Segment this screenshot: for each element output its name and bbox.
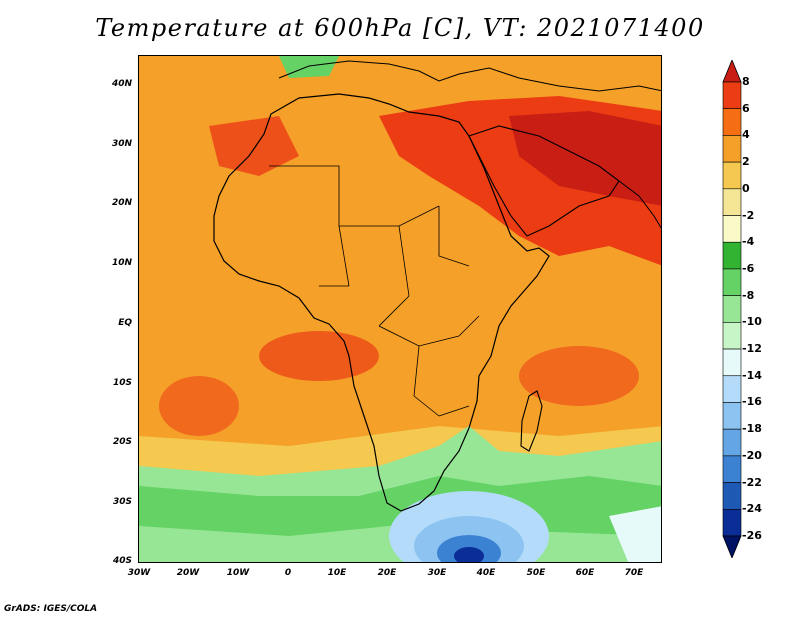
colorbar-box xyxy=(722,322,742,350)
lon-label: 20W xyxy=(176,568,200,578)
lon-label: 70E xyxy=(624,568,644,578)
arabia-coastline xyxy=(468,125,620,237)
lat-label: 30N xyxy=(111,139,132,149)
colorbar-label: 0 xyxy=(742,181,750,195)
colorbar-box xyxy=(722,135,742,163)
lat-label: 20N xyxy=(111,198,132,208)
lon-label: 50E xyxy=(526,568,546,578)
madagascar-coastline xyxy=(520,390,543,452)
colorbar-box xyxy=(722,295,742,323)
nw-africa-warm-patch xyxy=(209,116,299,176)
colorbar-label: 4 xyxy=(742,128,750,142)
colorbar-box xyxy=(722,455,742,483)
colorbar-box xyxy=(722,375,742,403)
colorbar-label: -26 xyxy=(742,529,762,542)
colorbar-label: -6 xyxy=(742,261,755,275)
colorbar-label: -16 xyxy=(742,395,762,409)
colorbar-label: 6 xyxy=(742,101,750,115)
lat-label: 40N xyxy=(111,79,132,89)
lat-label: 10S xyxy=(112,378,132,388)
colorbar-box xyxy=(722,241,742,270)
sahara-region xyxy=(139,96,399,286)
colorbar-box xyxy=(722,402,742,430)
colorbar-box xyxy=(722,428,742,457)
colorbar-bottom-triangle xyxy=(722,535,742,558)
lon-label: 30E xyxy=(427,568,447,578)
map-canvas xyxy=(139,56,661,562)
colorbar-label: -2 xyxy=(742,208,755,222)
indian-ocean-warm-patch xyxy=(519,346,639,406)
colorbar-label: -12 xyxy=(742,342,762,356)
colorbar-box xyxy=(722,348,742,377)
lon-label: 10E xyxy=(327,568,347,578)
colorbar-box xyxy=(722,215,742,243)
lon-label: 10W xyxy=(226,568,250,578)
colorbar xyxy=(722,60,742,558)
gulf-guinea-warm-patch xyxy=(259,331,379,381)
mideast-hottest-region xyxy=(509,111,661,206)
colorbar-label: -20 xyxy=(742,448,762,462)
se-light-patch xyxy=(609,506,661,562)
lon-label: 60E xyxy=(575,568,595,578)
colorbar-box xyxy=(722,161,742,190)
lat-label: 10N xyxy=(111,258,132,268)
lon-label: 30W xyxy=(127,568,151,578)
map-title: Temperature at 600hPa [C], VT: 202107140… xyxy=(95,14,705,42)
colorbar-label: 8 xyxy=(742,75,750,88)
colorbar-box xyxy=(722,81,742,110)
colorbar-label: -4 xyxy=(742,235,755,249)
colorbar-top-triangle xyxy=(722,60,742,83)
country-borders xyxy=(269,165,480,417)
colorbar-box xyxy=(722,268,742,296)
colorbar-box xyxy=(722,482,742,510)
colorbar-box xyxy=(722,188,742,216)
lon-label: 40E xyxy=(476,568,496,578)
colorbar-label: -14 xyxy=(742,368,762,382)
cold-pool-core xyxy=(454,547,484,562)
lon-label: 20E xyxy=(377,568,397,578)
lat-label: EQ xyxy=(118,318,132,328)
atlantic-warm-patch xyxy=(159,376,239,436)
colorbar-label: -24 xyxy=(742,502,762,516)
colorbar-box xyxy=(722,108,742,136)
colorbar-label: -22 xyxy=(742,475,762,489)
lon-label: 0 xyxy=(284,568,292,578)
europe-coastline xyxy=(278,60,661,92)
lat-label: 40S xyxy=(112,556,132,566)
temperature-map xyxy=(138,55,662,563)
colorbar-label: -18 xyxy=(742,422,762,436)
colorbar-label: -10 xyxy=(742,315,762,329)
credit-text: GrADS: IGES/COLA xyxy=(4,604,98,614)
colorbar-label: 2 xyxy=(742,155,750,169)
india-coastline xyxy=(618,180,661,229)
lat-label: 20S xyxy=(112,437,132,447)
colorbar-box xyxy=(722,508,742,537)
colorbar-label: -8 xyxy=(742,288,755,302)
lat-label: 30S xyxy=(112,497,132,507)
